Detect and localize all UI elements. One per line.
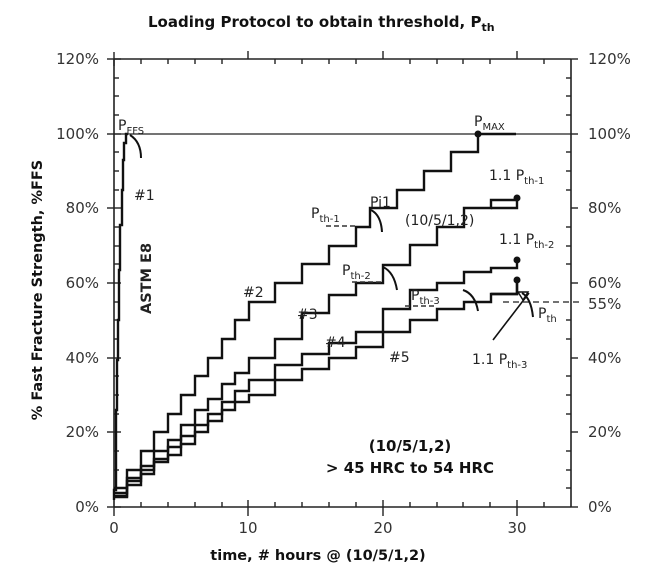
svg-text:55%: 55% <box>588 295 621 313</box>
svg-text:20%: 20% <box>66 423 99 441</box>
pth-arc <box>521 292 534 318</box>
label-series-1: #1 <box>134 188 155 204</box>
svg-text:(10/5/1,2): (10/5/1,2) <box>369 437 452 455</box>
svg-text:0: 0 <box>109 519 119 537</box>
series-3-end <box>491 200 519 210</box>
p11-th2-marker <box>513 256 521 264</box>
annotations: PFFS PMAX #1 ASTM E8 #2 #3 #4 #5 Pth-1 P… <box>118 114 557 371</box>
series-1-arc <box>129 134 142 159</box>
y-axis-title: % Fast Fracture Strength, %FFS <box>30 160 46 420</box>
svg-text:80%: 80% <box>588 199 621 217</box>
label-series-4: #4 <box>325 335 346 351</box>
svg-text:80%: 80% <box>66 199 99 217</box>
pth-marker <box>516 291 530 302</box>
condition-note: (10/5/1,2) > 45 HRC to 54 HRC <box>326 437 494 477</box>
svg-text:100%: 100% <box>588 125 631 143</box>
svg-text:40%: 40% <box>66 349 99 367</box>
label-series-2: #2 <box>243 285 264 301</box>
series-3-line <box>114 197 519 495</box>
pth3-arc <box>462 289 479 312</box>
pmax-marker <box>474 130 482 138</box>
y-axis-right-labels: 0% 20% 40% 60% 55% 80% 100% 120% <box>588 50 631 516</box>
label-pth3: Pth-3 <box>411 288 440 307</box>
svg-text:120%: 120% <box>588 50 631 68</box>
series-5-top <box>491 283 519 296</box>
label-series-5: #5 <box>389 350 410 366</box>
label-pth1: Pth-1 <box>311 206 340 225</box>
pi1-arc <box>370 209 383 233</box>
p11-th1-marker <box>513 194 521 202</box>
svg-text:> 45 HRC to 54 HRC: > 45 HRC to 54 HRC <box>326 459 494 477</box>
pth2-arc <box>382 266 398 291</box>
label-pth: Pth <box>538 306 557 325</box>
svg-text:100%: 100% <box>56 125 99 143</box>
series-1-line <box>112 132 128 500</box>
label-pmax: PMAX <box>474 114 505 133</box>
label-1-1-pth2: 1.1 Pth-2 <box>499 232 554 251</box>
series-2-line <box>114 132 516 490</box>
label-astm-e8: ASTM E8 <box>139 243 155 314</box>
label-pth2: Pth-2 <box>342 263 371 282</box>
label-series-3: #3 <box>297 307 318 323</box>
label-rate-mid: (10/5/1,2) <box>405 213 474 229</box>
svg-text:60%: 60% <box>588 274 621 292</box>
x-axis-title: time, # hours @ (10/5/1,2) <box>210 548 425 564</box>
svg-text:0%: 0% <box>75 498 99 516</box>
chart-title: Loading Protocol to obtain threshold, Pt… <box>148 13 495 34</box>
label-pffs: PFFS <box>118 118 144 137</box>
svg-text:40%: 40% <box>588 349 621 367</box>
svg-text:30: 30 <box>507 519 526 537</box>
svg-text:0%: 0% <box>588 498 612 516</box>
svg-text:120%: 120% <box>56 50 99 68</box>
label-1-1-pth3: 1.1 Pth-3 <box>472 352 527 371</box>
svg-text:10: 10 <box>238 519 257 537</box>
series-4-line <box>114 262 519 498</box>
x-axis-labels: 0 10 20 30 <box>109 519 526 537</box>
svg-text:60%: 60% <box>66 274 99 292</box>
svg-text:20: 20 <box>373 519 392 537</box>
label-pi1: Pi1 <box>370 195 391 211</box>
label-1-1-pth1: 1.1 Pth-1 <box>489 168 544 187</box>
p11-th3-marker <box>513 276 521 284</box>
y-axis-left-labels: 0% 20% 40% 60% 80% 100% 120% <box>56 50 99 516</box>
svg-text:20%: 20% <box>588 423 621 441</box>
series-5-line <box>114 280 519 499</box>
